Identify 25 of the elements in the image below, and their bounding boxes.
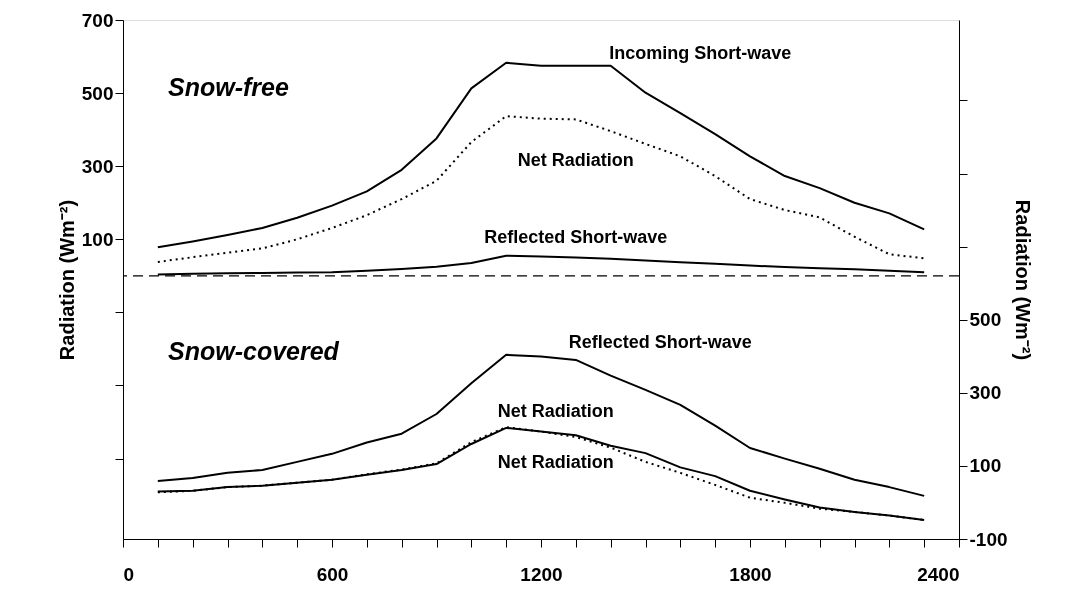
y2-axis-title: Radiation (Wm⁻²) bbox=[1011, 199, 1034, 361]
x-tick-label: 2400 bbox=[917, 563, 960, 585]
y-tick-label: 500 bbox=[81, 82, 114, 104]
y2-tick-label: 300 bbox=[969, 382, 1002, 404]
y2-tick-label: 100 bbox=[969, 455, 1002, 477]
series-label: Net Radiation bbox=[497, 401, 614, 422]
y-axis-title: Radiation (Wm⁻²) bbox=[55, 199, 78, 361]
line-series bbox=[156, 115, 926, 263]
series-label: Net Radiation bbox=[497, 452, 614, 473]
x-tick-label: 1800 bbox=[729, 563, 772, 585]
y-tick-label: 700 bbox=[81, 9, 114, 31]
x-tick-label: 1200 bbox=[520, 563, 563, 585]
series-label: Reflected Short-wave bbox=[484, 226, 668, 247]
line-series bbox=[156, 61, 926, 249]
x-tick-label: 600 bbox=[316, 563, 349, 585]
series-label: Incoming Short-wave bbox=[609, 43, 792, 64]
y2-tick-label: -100 bbox=[969, 528, 1008, 550]
y-tick-label: 100 bbox=[81, 228, 114, 250]
x-tick-label: 0 bbox=[123, 563, 135, 585]
y-tick-label: 300 bbox=[81, 155, 114, 177]
annotation: Snow-covered bbox=[168, 337, 340, 365]
y2-tick-label: 500 bbox=[969, 309, 1002, 331]
series-label: Net Radiation bbox=[517, 150, 634, 171]
annotation: Snow-free bbox=[168, 73, 289, 101]
series-label: Reflected Short-wave bbox=[568, 331, 752, 352]
